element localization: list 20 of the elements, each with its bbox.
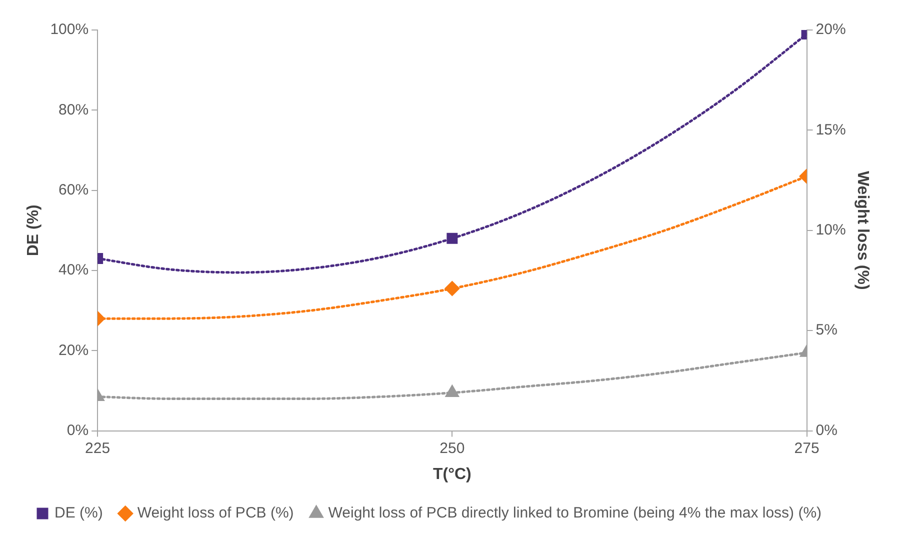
y-axis-title: DE (%) <box>25 204 42 256</box>
x-tick-label: 275 <box>794 440 820 457</box>
x-tick-label: 250 <box>440 440 465 457</box>
y2-axis-title: Weight loss (%) <box>854 170 871 290</box>
y-tick-label: 60% <box>58 181 89 198</box>
y-tick-label: 80% <box>58 101 89 118</box>
y2-tick-label: 0% <box>816 422 838 439</box>
x-axis-title: T(°C) <box>432 466 472 483</box>
y-tick-label: 20% <box>58 342 89 359</box>
y2-tick-label: 20% <box>816 21 846 38</box>
y-tick-label: 0% <box>66 422 89 439</box>
y2-tick-label: 10% <box>816 222 846 239</box>
y2-tick-label: 5% <box>816 322 838 339</box>
y2-tick-label: 15% <box>816 121 846 138</box>
legend-label: DE (%) <box>54 504 103 522</box>
legend-label: Weight loss of PCB directly linked to Bromine (being 4% the max loss) (%) <box>328 504 822 522</box>
legend-label: Weight loss of PCB (%) <box>137 504 294 522</box>
y-tick-label: 100% <box>50 21 89 38</box>
y-tick-label: 40% <box>58 262 89 279</box>
x-tick-label: 225 <box>85 440 110 457</box>
